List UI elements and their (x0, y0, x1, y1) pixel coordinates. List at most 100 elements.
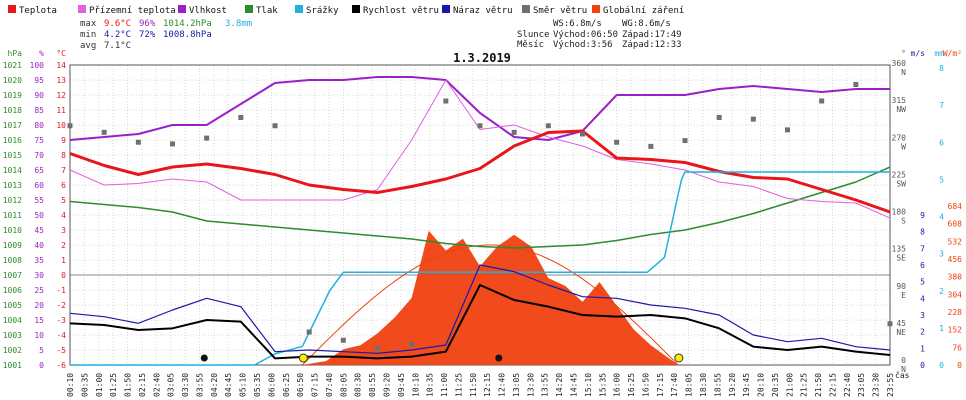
right-axis-tick: 45 (896, 319, 906, 328)
right-axis-tick: 4 (939, 213, 944, 222)
stats-panel: max 9.6°C 96% 1014.2hPa 3.8mm min 4.2°C … (80, 19, 682, 51)
left-axis-tick: 1010 (3, 226, 22, 235)
right-axis-tick: N (901, 365, 906, 374)
x-axis-tick: 08:55 (368, 373, 377, 397)
left-axis-tick: 1015 (3, 151, 22, 160)
left-axis-tick: -3 (56, 316, 66, 325)
x-axis-tick: 14:20 (555, 373, 564, 397)
right-axis-tick: NW (896, 105, 906, 114)
left-axis-tick: 0 (61, 271, 66, 280)
chart-axes: hPa1001100210031004100510061007100810091… (3, 49, 962, 374)
left-axis-unit: °C (56, 49, 66, 58)
chart-plot-area (67, 76, 893, 366)
right-axis-tick: N (901, 68, 906, 77)
wind-direction-point (170, 141, 175, 147)
wind-direction-point (375, 346, 380, 351)
legend-swatch (352, 5, 360, 13)
left-axis-tick: 1007 (3, 271, 22, 280)
moonset-marker (495, 354, 503, 362)
legend-label: Vlhkost (189, 6, 227, 16)
left-axis-tick: 1003 (3, 331, 22, 340)
right-axis-tick: 135 (892, 245, 907, 254)
x-axis-tick: 21:50 (814, 373, 823, 397)
right-axis-tick: 180 (892, 208, 907, 217)
wind-direction-point (545, 123, 551, 129)
wind-direction-point (682, 138, 688, 144)
left-axis-tick: 4 (61, 211, 66, 220)
right-axis-tick: 6 (920, 261, 925, 270)
x-axis-tick: 20:10 (757, 373, 766, 397)
right-axis-tick: 152 (948, 326, 963, 335)
x-axis-tick: 01:00 (95, 373, 104, 397)
x-axis-tick: 18:55 (713, 373, 722, 397)
left-axis-tick: 90 (34, 91, 44, 100)
left-axis-tick: 50 (34, 211, 44, 220)
left-axis-tick: 3 (61, 226, 66, 235)
x-axis-tick: 13:05 (512, 373, 521, 397)
left-axis-tick: 5 (39, 346, 44, 355)
left-axis-tick: -6 (56, 361, 66, 370)
stat-max-temp: 9.6°C (104, 19, 131, 29)
legend-label: Globální záření (603, 6, 684, 16)
x-axis-tick: 03:30 (181, 373, 190, 397)
x-axis-tick: 23:05 (857, 373, 866, 397)
left-axis-tick: 1002 (3, 346, 22, 355)
x-axis-label: čas (895, 370, 910, 380)
right-axis-tick: 4 (920, 294, 925, 303)
x-axis-tick: 05:35 (253, 373, 262, 397)
right-axis-tick: 3 (939, 250, 944, 259)
wind-direction-point (443, 98, 449, 104)
left-axis-tick: 1020 (3, 76, 22, 85)
x-axis-tick: 11:50 (469, 373, 478, 397)
wind-direction-point (409, 341, 415, 347)
stat-sun-label: Slunce (517, 30, 550, 40)
x-axis-tick: 16:00 (613, 373, 622, 397)
left-axis-tick: 95 (34, 76, 44, 85)
stat-wg: WG:8.6m/s (622, 19, 671, 29)
x-axis-tick: 22:15 (828, 373, 837, 397)
left-axis-tick: -1 (56, 286, 66, 295)
series-wind-gust (69, 264, 891, 354)
x-axis-tick: 06:50 (296, 373, 305, 397)
right-axis-tick: S (901, 217, 906, 226)
wind-direction-point (785, 127, 790, 133)
wind-direction-point (306, 329, 312, 335)
left-axis-tick: 1 (61, 256, 66, 265)
right-axis-tick: 228 (948, 308, 963, 317)
right-axis-tick: 0 (957, 361, 962, 370)
legend-label: Směr větru (533, 6, 587, 16)
right-axis-tick: 456 (948, 255, 963, 264)
x-axis-tick: 02:15 (138, 373, 147, 397)
x-axis-tick: 19:20 (728, 373, 737, 397)
right-axis-tick: 5 (920, 278, 925, 287)
x-axis-tick: 21:00 (785, 373, 794, 397)
right-axis-tick: NE (896, 328, 906, 337)
legend-label: Srážky (306, 6, 339, 16)
right-axis-unit: mm (934, 49, 944, 58)
legend-swatch (522, 5, 530, 13)
left-axis-tick: 6 (61, 181, 66, 190)
stat-moon-label: Měsíc (517, 40, 544, 50)
x-axis-tick: 10:10 (411, 373, 420, 397)
left-axis-tick: -5 (56, 346, 66, 355)
left-axis-tick: 60 (34, 181, 44, 190)
left-axis-tick: 0 (39, 361, 44, 370)
series-ground-temp (69, 79, 891, 219)
wind-direction-point (477, 123, 483, 129)
x-axis-tick: 03:55 (195, 373, 204, 397)
left-axis-tick: 1008 (3, 256, 22, 265)
left-axis-tick: -2 (56, 301, 66, 310)
right-axis-tick: W (901, 142, 906, 151)
right-axis-tick: 90 (896, 282, 906, 291)
left-axis-tick: 1009 (3, 241, 22, 250)
right-axis-tick: 380 (948, 273, 963, 282)
stat-ws: WS:6.8m/s (553, 19, 602, 29)
left-axis-tick: 1019 (3, 91, 22, 100)
wind-direction-point (511, 129, 517, 135)
series-temperature (69, 129, 891, 214)
chart-title: 1.3.2019 (453, 51, 511, 65)
left-axis-tick: 15 (34, 316, 44, 325)
x-axis-tick: 07:40 (325, 373, 334, 397)
wind-direction-point (887, 321, 893, 327)
stat-moon-rise: Východ:3:56 (553, 40, 613, 50)
